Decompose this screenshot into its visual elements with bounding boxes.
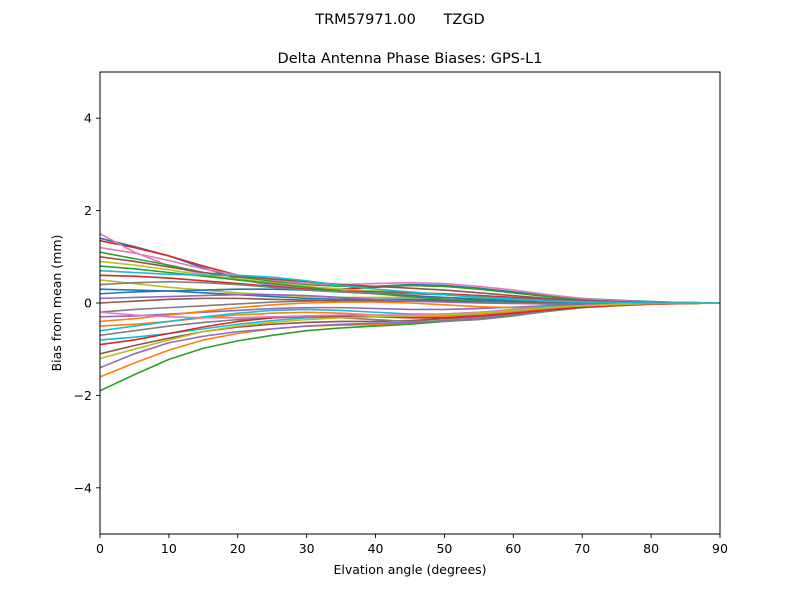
y-axis: −4 −2 0 2 4 <box>74 111 100 495</box>
x-tick-label: 80 <box>643 541 659 556</box>
x-tick-label: 90 <box>712 541 728 556</box>
y-tick-label: 4 <box>84 111 92 126</box>
plot-area <box>99 71 721 535</box>
x-axis: 0 10 20 30 40 50 60 70 80 90 <box>96 534 728 556</box>
y-tick-label: −2 <box>74 388 92 403</box>
x-tick-label: 0 <box>96 541 104 556</box>
x-tick-label: 50 <box>436 541 452 556</box>
x-tick-label: 30 <box>299 541 315 556</box>
y-tick-label: 2 <box>84 203 92 218</box>
series-line <box>100 246 720 304</box>
x-tick-label: 60 <box>505 541 521 556</box>
x-tick-label: 10 <box>161 541 177 556</box>
chart-title: Delta Antenna Phase Biases: GPS-L1 <box>278 51 543 67</box>
x-tick-label: 20 <box>230 541 246 556</box>
series-line <box>100 255 720 304</box>
y-axis-label: Bias from mean (mm) <box>49 235 64 372</box>
series-line <box>100 302 720 360</box>
series-layer <box>100 232 720 392</box>
series-line <box>100 293 720 305</box>
y-tick-label: −4 <box>74 480 92 495</box>
figure-suptitle: TRM57971.00 TZGD <box>314 12 484 28</box>
series-line <box>100 302 720 346</box>
x-axis-label: Elvation angle (degrees) <box>333 562 486 577</box>
x-tick-label: 40 <box>368 541 384 556</box>
x-tick-label: 70 <box>574 541 590 556</box>
y-tick-label: 0 <box>84 296 92 311</box>
series-line <box>100 269 720 304</box>
